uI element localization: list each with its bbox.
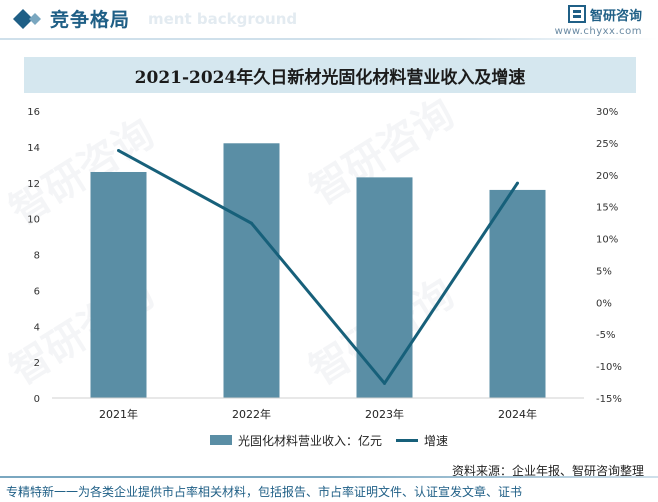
header: 竞争格局 ment background 智研咨询 www.chyxx.com — [0, 0, 658, 40]
ghost-subtitle: ment background — [148, 10, 298, 28]
diamond-icon — [13, 9, 33, 29]
y-left-tick-label: 10 — [27, 215, 40, 226]
chart-title: 2021-2024年久日新材光固化材料营业收入及增速 — [134, 67, 526, 88]
y-left-tick-label: 6 — [34, 286, 40, 297]
y-right-tick-label: 5% — [596, 266, 612, 277]
y-left-tick-label: 16 — [27, 107, 40, 118]
bar-2021年 — [90, 171, 147, 398]
legend-label-revenue: 光固化材料营业收入：亿元 — [237, 433, 382, 448]
y-right-tick-label: 15% — [596, 203, 618, 214]
y-left-tick-label: 4 — [34, 322, 40, 333]
legend-swatch-line — [396, 438, 418, 442]
bar-2022年 — [223, 143, 280, 398]
y-right-tick-label: 25% — [596, 139, 618, 150]
y-right-tick-label: 30% — [596, 107, 618, 118]
legend-label-growth: 增速 — [424, 433, 449, 448]
legend-item-growth: 增速 — [396, 432, 448, 449]
brand: 智研咨询 — [567, 4, 642, 24]
growth-line — [117, 149, 519, 385]
chart-title-bar: 2021-2024年久日新材光固化材料营业收入及增速 — [24, 57, 636, 93]
legend-swatch-bar — [209, 435, 232, 445]
x-tick-label: 2024年 — [498, 407, 537, 421]
y-left-tick-label: 2 — [34, 358, 40, 369]
y-right-tick-label: -5% — [596, 330, 615, 341]
brand-logo-icon — [567, 5, 586, 23]
legend: 光固化材料营业收入：亿元 增速 — [0, 430, 658, 450]
y-left-tick-label: 0 — [34, 394, 40, 405]
bar-2023年 — [356, 177, 413, 398]
y-left-tick-label: 8 — [34, 251, 40, 262]
growth-point-2024年 — [516, 181, 519, 185]
x-tick-label: 2021年 — [99, 407, 138, 421]
x-tick-label: 2022年 — [232, 407, 271, 421]
y-right-tick-label: 0% — [596, 298, 612, 309]
legend-item-revenue: 光固化材料营业收入：亿元 — [209, 432, 382, 449]
bar-2024年 — [489, 189, 546, 398]
brand-name: 智研咨询 — [589, 8, 642, 24]
footer-divider — [0, 476, 658, 478]
y-right-tick-label: -10% — [596, 362, 622, 373]
header-divider — [0, 38, 658, 40]
growth-point-2022年 — [250, 221, 253, 225]
growth-point-2023年 — [383, 381, 386, 385]
y-right-tick-label: -15% — [596, 394, 622, 405]
diamond-small-icon — [29, 13, 41, 25]
x-tick-label: 2023年 — [365, 407, 404, 421]
y-left-tick-label: 14 — [27, 143, 40, 154]
brand-url: www.chyxx.com — [554, 26, 642, 37]
chart: 0 2 4 6 8 10 12 14 16 -15% -10% -5% 0% 5% 10% 15% 20% 25… — [27, 107, 622, 421]
source-note: 资料来源：企业年报、智研咨询整理 — [451, 464, 644, 478]
y-right-tick-label: 20% — [596, 171, 618, 182]
section-title: 竞争格局 — [50, 9, 131, 31]
growth-point-2021年 — [117, 149, 120, 153]
y-left-tick-label: 12 — [27, 179, 40, 190]
y-right-tick-label: 10% — [596, 235, 618, 246]
footer-text: 专精特新一一为各类企业提供市占率相关材料，包括报告、市占率证明文件、认证宣发文章… — [6, 485, 523, 499]
